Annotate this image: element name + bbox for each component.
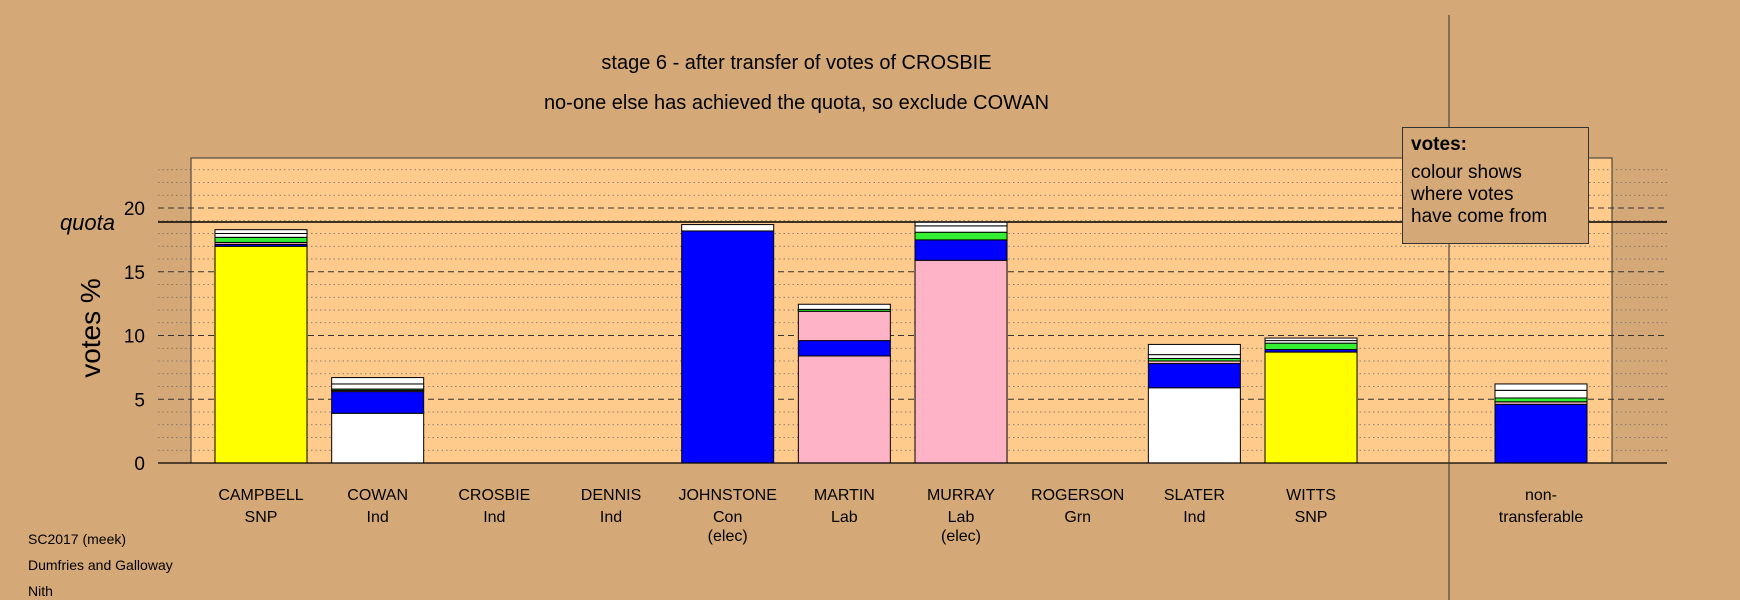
bar-campbell-segment (214, 233, 308, 238)
bar-cowan-segment (331, 412, 425, 464)
bar-murray-segment (914, 259, 1008, 464)
candidate-party-label: Ind (367, 509, 389, 526)
bar-slater-segment (1147, 354, 1241, 359)
legend: votes: colour shows where votes have com… (1402, 127, 1589, 244)
bar-nontransferable-segment (1494, 397, 1588, 403)
bar-campbell-segment (214, 245, 308, 464)
bar-nontransferable-segment (1494, 403, 1588, 464)
y-axis-label: votes % (75, 278, 106, 378)
candidate-party-label: Ind (1183, 509, 1205, 526)
bar-martin-segment (797, 310, 891, 342)
candidate-name-label: CROSBIE (458, 487, 530, 504)
candidate-name-label: CAMPBELL (218, 487, 303, 504)
candidate-name-label: MARTIN (814, 487, 875, 504)
nontransferable-label: non- (1525, 487, 1557, 504)
candidate-party-label: Ind (483, 509, 505, 526)
candidate-name-label: JOHNSTONE (678, 487, 776, 504)
bar-nontransferable-segment (1494, 383, 1588, 391)
bar-murray-segment (914, 225, 1008, 233)
y-tick-label: 20 (124, 199, 145, 220)
bar-witts-segment (1264, 337, 1358, 342)
bar-murray-segment (914, 239, 1008, 261)
candidate-name-label: MURRAY (927, 487, 995, 504)
candidate-party-label: Lab (831, 509, 858, 526)
footer-source: SC2017 (meek) (28, 531, 127, 547)
bar-witts-segment (1264, 342, 1358, 351)
y-tick-label: 0 (134, 454, 145, 475)
bar-nontransferable-segment (1494, 389, 1588, 399)
bar-slater-segment (1147, 343, 1241, 356)
chart-title: stage 6 - after transfer of votes of CRO… (601, 52, 992, 74)
bar-johnstone-segment (681, 224, 775, 232)
legend-line: where votes (1411, 184, 1514, 205)
footer-council: Dumfries and Galloway (28, 557, 173, 573)
candidate-party-label: Grn (1064, 509, 1091, 526)
chart-subtitle: no-one else has achieved the quota, so e… (543, 92, 1050, 114)
bar-cowan-segment (331, 391, 425, 414)
candidate-party-label: Lab (948, 509, 975, 526)
bar-martin-segment (797, 355, 891, 464)
candidate-name-label: DENNIS (581, 487, 641, 504)
bar-martin-segment (797, 340, 891, 357)
legend-line: have come from (1411, 206, 1548, 227)
nontransferable-label: transferable (1499, 509, 1584, 526)
y-tick-label: 15 (124, 263, 145, 284)
legend-line: colour shows (1411, 162, 1522, 183)
candidate-elected-label: (elec) (941, 528, 981, 545)
candidate-name-label: WITTS (1286, 487, 1336, 504)
bar-slater-segment (1147, 363, 1241, 389)
candidate-name-label: SLATER (1164, 487, 1225, 504)
candidate-elected-label: (elec) (708, 528, 748, 545)
bar-cowan-segment (331, 377, 425, 385)
bar-murray-segment (914, 231, 1008, 241)
bar-campbell-segment (214, 229, 308, 235)
legend-title: votes: (1411, 134, 1467, 155)
bar-johnstone-segment (681, 230, 775, 464)
candidate-name-label: COWAN (347, 487, 408, 504)
bar-slater-segment (1147, 387, 1241, 464)
y-tick-label: 5 (134, 390, 145, 411)
bar-campbell-segment (214, 236, 308, 243)
y-tick-label: 10 (124, 327, 145, 348)
candidate-party-label: SNP (245, 509, 278, 526)
candidate-name-label: ROGERSON (1031, 487, 1124, 504)
candidate-party-label: Ind (600, 509, 622, 526)
bar-martin-segment (797, 303, 891, 310)
footer-ward: Nith (28, 583, 53, 599)
bar-witts-segment (1264, 351, 1358, 464)
quota-label: quota (60, 210, 115, 235)
candidate-party-label: SNP (1295, 509, 1328, 526)
candidate-party-label: Con (713, 509, 742, 526)
bar-cowan-segment (331, 383, 425, 390)
